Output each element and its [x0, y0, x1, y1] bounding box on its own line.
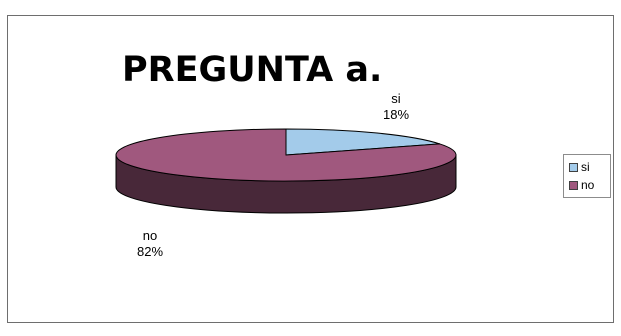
legend: si no — [563, 154, 611, 198]
data-label-si-name: si — [391, 91, 401, 106]
legend-swatch-si — [569, 162, 578, 172]
data-label-si: si 18% — [376, 91, 416, 123]
pie-slice-no — [115, 128, 457, 182]
legend-item-no: no — [569, 176, 610, 194]
data-label-si-percent: 18% — [382, 107, 410, 122]
legend-swatch-no — [569, 180, 578, 190]
chart-title: PREGUNTA a. — [122, 50, 383, 90]
pie-slice-si — [285, 128, 440, 156]
data-label-no-percent: 82% — [136, 244, 164, 259]
data-label-no: no 82% — [130, 228, 170, 260]
legend-label-no: no — [581, 178, 595, 192]
legend-label-si: si — [581, 160, 590, 174]
legend-item-si: si — [569, 158, 610, 176]
data-label-no-name: no — [142, 228, 158, 243]
